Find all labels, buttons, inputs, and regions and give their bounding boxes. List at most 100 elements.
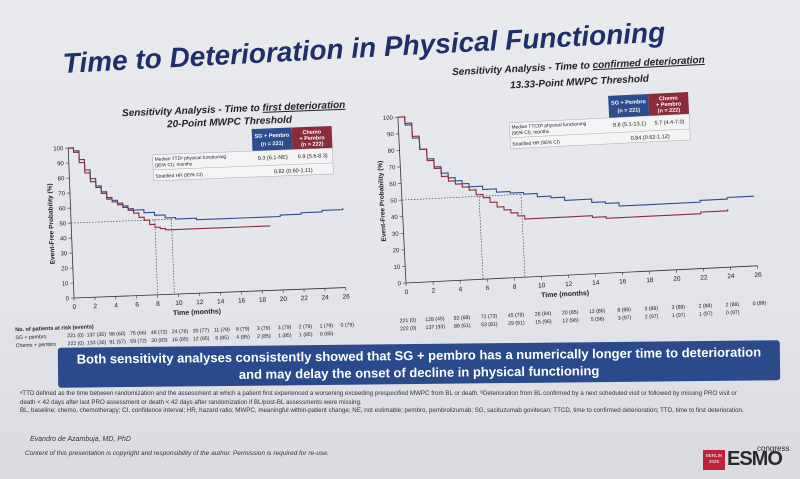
- chart-0-median-drop: [171, 219, 175, 295]
- chart-0-y-tick-label: 50: [59, 221, 67, 227]
- chart-0-risk-value: 1 (85): [278, 333, 292, 340]
- chart-1-y-tick-label: 10: [393, 265, 401, 271]
- chart-0-risk-value: 221 (0): [67, 333, 84, 340]
- chart-0-risk-label-1: Chemo + pembro: [16, 342, 57, 350]
- chart-0-y-tick-label: 60: [59, 206, 67, 212]
- chart-0-legend-chemo-pembro: + Pembro: [299, 135, 325, 142]
- chart-0-x-tick-label: 22: [301, 295, 309, 302]
- chart-1-risk-table: 221 (0) 128 (45) 92 (68) 72 (73) 45 (79) 26 (…: [400, 300, 767, 332]
- chart-0-x-axis: [73, 287, 346, 299]
- chart-1-legend-sg-name: SG + Pembro: [611, 99, 647, 107]
- footnotes: ᵃTTD defined as the time between randomi…: [20, 390, 790, 416]
- chart-0-risk-value: 75 (66): [130, 330, 147, 337]
- chart-0-y-tick-label: 70: [58, 191, 66, 197]
- chart-1-risk-value: 221 (0): [400, 318, 417, 325]
- chart-1-x-tick-label: 20: [673, 276, 681, 283]
- chart-1-row2-label: Stratified HR (95% CI): [512, 139, 560, 147]
- chart-1-x-axis: [405, 265, 758, 284]
- chart-0-risk-value: 1 (85): [299, 332, 313, 339]
- chart-0-x-tick-label: 10: [175, 300, 183, 307]
- chart-0-risk-value: 2 (79): [299, 324, 313, 331]
- chart-0-x-tick-label: 0: [72, 304, 76, 311]
- chart-1-risk-value: 2 (88): [725, 302, 739, 309]
- chart-0-risk-value: 3 (79): [257, 325, 271, 332]
- chart-0-risk-table: No. of patients at risk (events)SG + pem…: [15, 322, 354, 350]
- chart-1-legend-chemo-n: (n = 222): [658, 107, 681, 114]
- chart-0-x-tick-label: 8: [156, 301, 160, 308]
- chart-1-risk-value: 5 (96): [591, 316, 605, 323]
- chart-1-risk-value: 8 (88): [617, 307, 631, 314]
- chart-0-y-tick-label: 0: [66, 296, 70, 302]
- chart-1-x-tick-label: 10: [538, 282, 546, 289]
- chart-0-x-tick-label: 6: [135, 302, 139, 309]
- chart-0-x-tick-label: 26: [342, 293, 350, 300]
- chart-1-x-label: Time (months): [541, 290, 589, 299]
- chart-1-y-tick-label: 30: [392, 231, 400, 237]
- chart-1-x-tick-label: 0: [404, 289, 408, 296]
- chart-0-risk-value: 4 (85): [236, 334, 250, 341]
- chart-0-legend-chemo-n: (n = 222): [301, 141, 324, 148]
- chart-0-row1-sg: 9.3 (6.1-NE): [258, 155, 288, 162]
- chart-1-risk-value: 2 (97): [645, 314, 659, 321]
- chart-1-legend-sg-n: (n = 221): [617, 107, 640, 114]
- chart-1-legend-sg-swatch: [608, 93, 650, 118]
- chart-0-stats-box: [152, 147, 334, 182]
- chart-1-stats-divider: [510, 128, 690, 138]
- chart-0-legend-sg-swatch: [251, 127, 293, 152]
- chart-1-y-tick-label: 0: [398, 281, 402, 287]
- chart-1-risk-value: 3 (88): [644, 306, 658, 313]
- chart-0-y-tick-label: 100: [53, 146, 64, 152]
- chart-0-y-tick-label: 40: [60, 236, 68, 242]
- chart-1-group: 0 2 4 6 8 10 12 14 16 18 20 22 24 2601020304050607080…: [377, 91, 767, 332]
- copyright: Content of this presentation is copyrigh…: [25, 450, 329, 457]
- chart-1-row1-label-2: (95% CI), months: [512, 129, 550, 137]
- chart-1-x-tick-label: 8: [513, 284, 517, 291]
- chart-1-risk-value: 15 (96): [535, 319, 552, 326]
- chart-0-risk-value: 91 (57): [109, 339, 126, 346]
- chart-0-x-label: Time (months): [173, 308, 221, 317]
- chart-0-legend-sg-name: SG + Pembro: [254, 133, 290, 140]
- chart-1-risk-value: 45 (79): [508, 312, 525, 319]
- chart-0-legend-chemo-swatch: [291, 125, 333, 150]
- chart-0-risk-value: 24 (76): [172, 329, 189, 336]
- chart-1-risk-value: 2 (88): [698, 303, 712, 310]
- chart-1-risk-value: 29 (91): [508, 320, 525, 327]
- author: Evandro de Azambuja, MD, PhD: [30, 436, 131, 443]
- chart-1-x-tick-label: 26: [754, 272, 762, 279]
- conclusion-banner: Both sensitivity analyses consistently s…: [57, 340, 781, 388]
- chart-1-y-tick-label: 100: [383, 115, 394, 122]
- chart-0-risk-value: 8 (79): [236, 326, 250, 333]
- chart-1-row1-sg: 8.8 (5.1-13.1): [613, 121, 646, 129]
- chart-0-risk-value: 11 (78): [214, 327, 231, 334]
- chart-0-risk-title: No. of patients at risk (events): [15, 324, 94, 333]
- chart-1-y-tick-label: 20: [393, 248, 401, 254]
- chart-0-risk-value: 222 (0): [67, 341, 84, 348]
- chart-0-y-tick-label: 10: [62, 281, 70, 287]
- chart-0-x-tick-label: 24: [322, 294, 330, 301]
- chart-0-risk-value: 59 (72): [130, 338, 147, 345]
- chart-0-y-tick-label: 80: [58, 176, 66, 182]
- chart-0-risk-value: 2 (85): [257, 333, 271, 340]
- chart-0-risk-value: 98 (60): [109, 331, 126, 338]
- chart-0-risk-value: 1 (79): [319, 323, 333, 330]
- chart-1-row1-label: Median TTCDᵇ physical functioning: [511, 121, 586, 131]
- chart-1-series-1: [397, 116, 729, 220]
- chart-0-series-1: [68, 147, 271, 231]
- footnote-line-2: death < 42 days after last PRO assessmen…: [20, 398, 362, 406]
- chart-0-row2-value: 0.82 (0.60-1.11): [274, 168, 313, 175]
- chart-1-series-0: [397, 116, 755, 207]
- chart-1-x-tick-label: 6: [486, 285, 490, 292]
- chart-1-risk-value: 3 (97): [618, 315, 632, 322]
- chart-1-risk-value: 3 (88): [671, 304, 685, 311]
- esmo-logo: BERLIN 2025 ESMO congress: [703, 444, 789, 474]
- chart-0-x-tick-label: 20: [280, 296, 288, 303]
- chart-1-legend-chemo-pembro: + Pembro: [656, 101, 682, 108]
- chart-1-y-tick-label: 40: [391, 215, 399, 221]
- chart-1-x-tick-label: 24: [727, 273, 735, 280]
- chart-0-y-tick-label: 30: [61, 251, 69, 257]
- chart-1-x-tick-label: 22: [700, 274, 708, 281]
- chart-0-y-tick-label: 20: [61, 266, 69, 272]
- chart-0-stats-divider: [153, 162, 334, 171]
